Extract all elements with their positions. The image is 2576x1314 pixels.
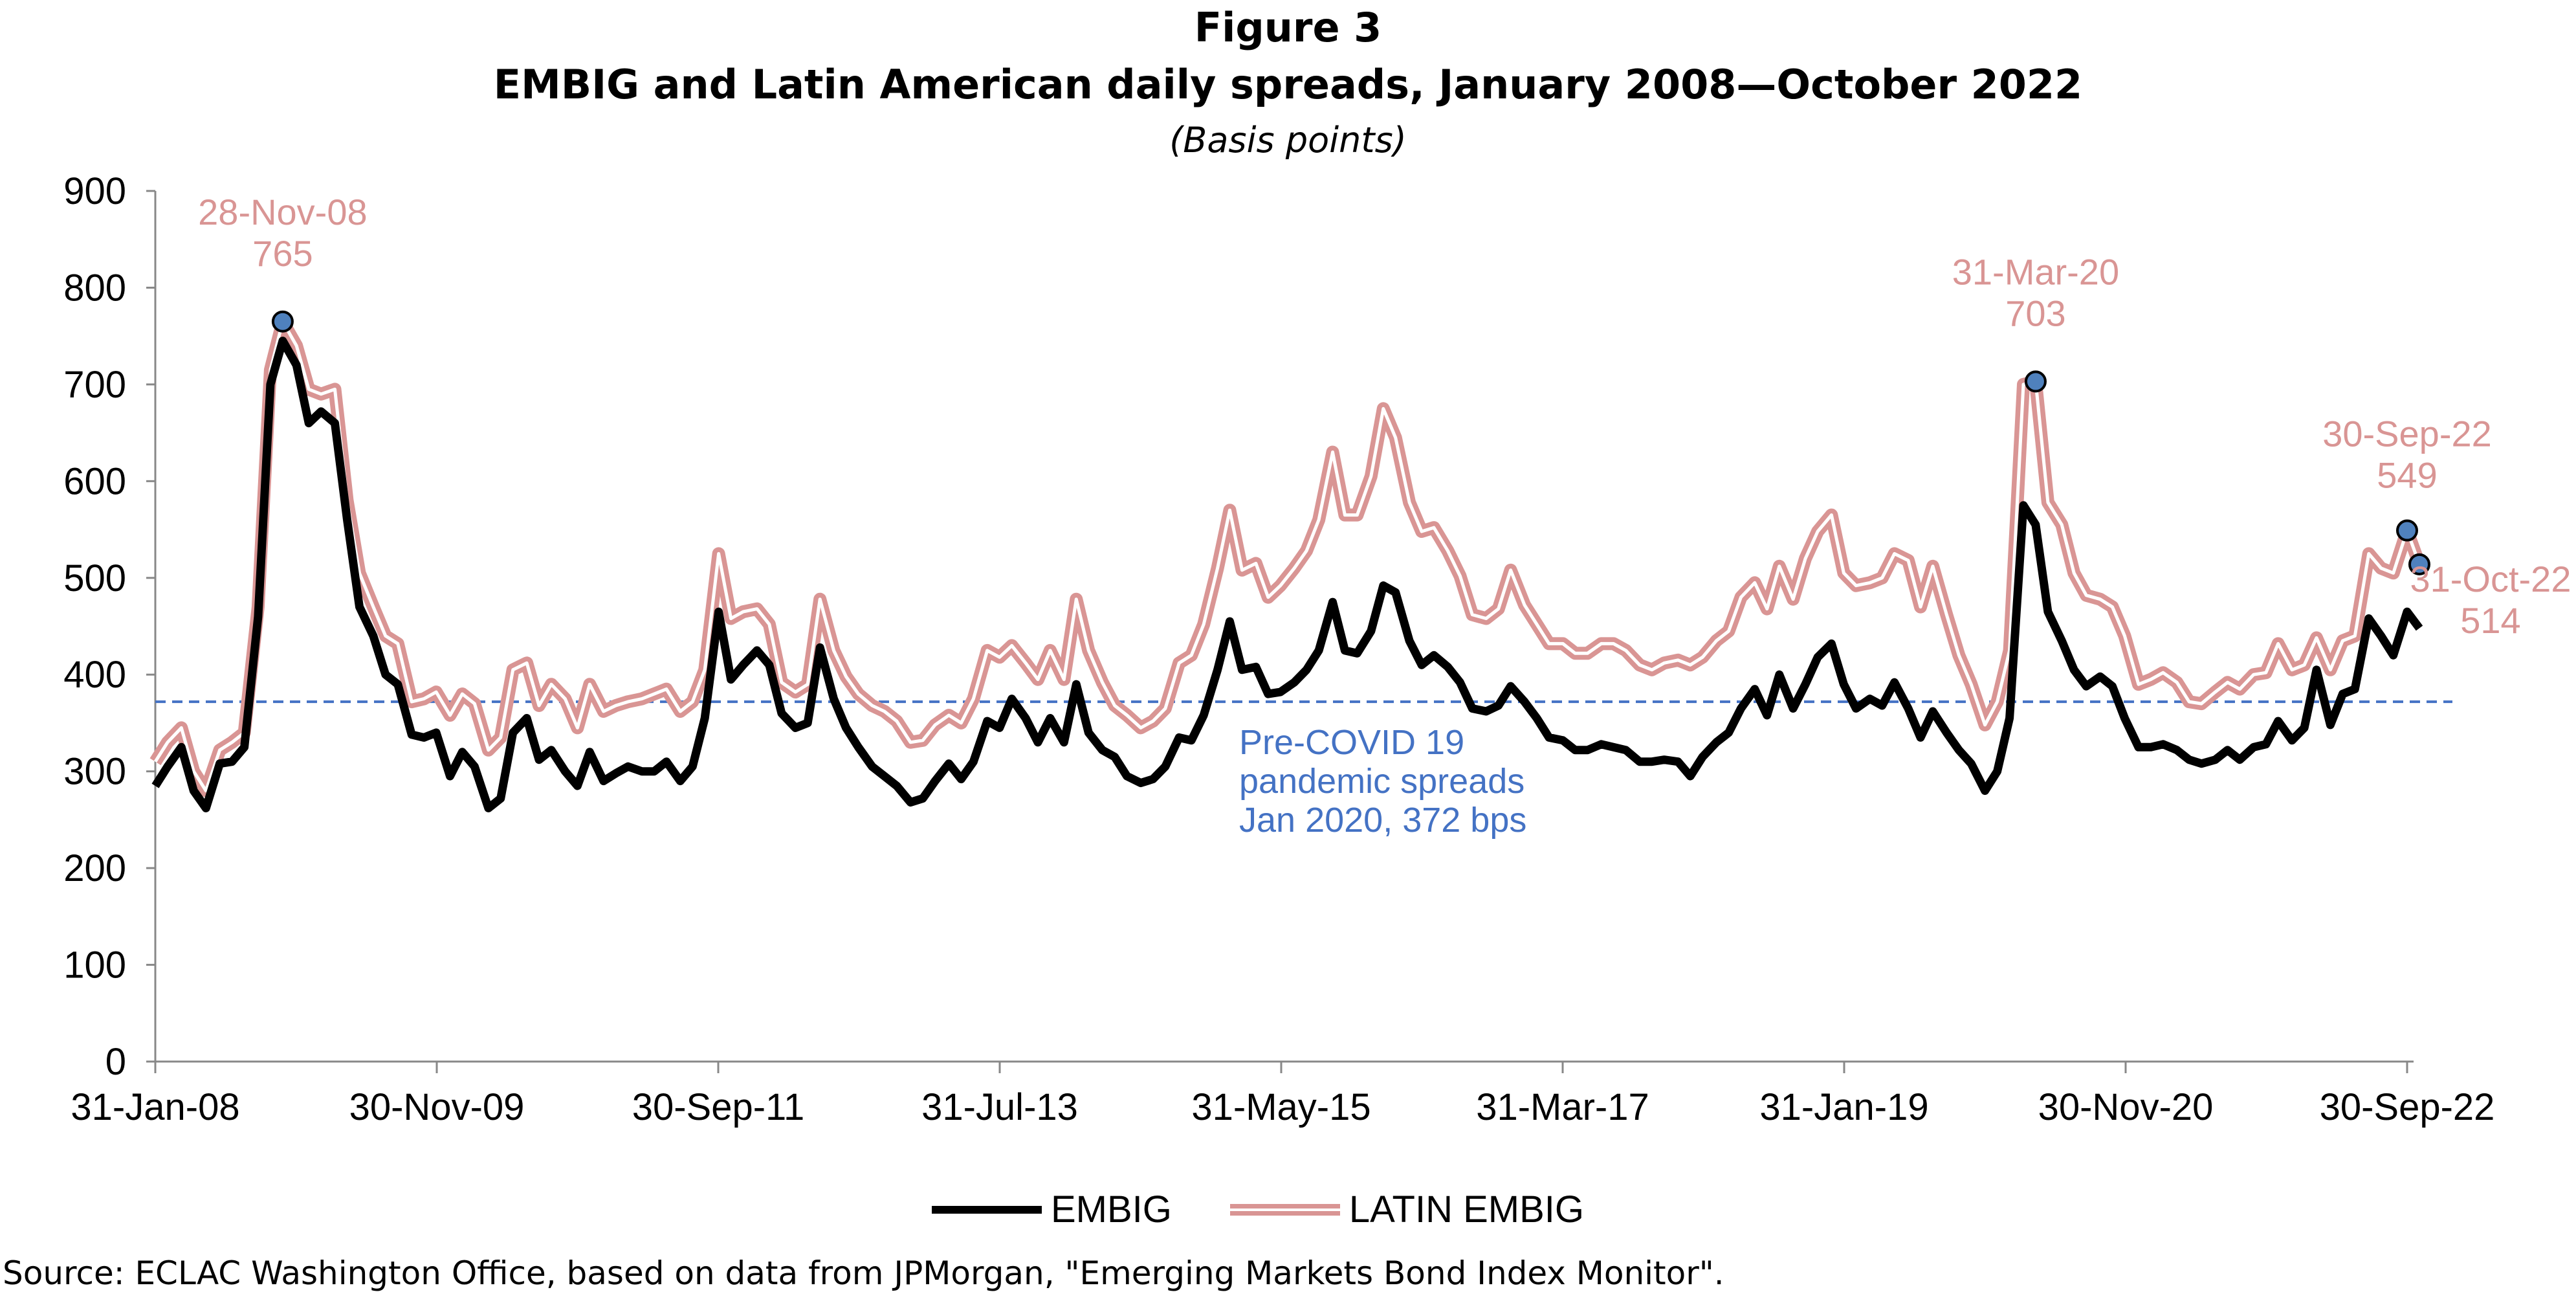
- chart-title: EMBIG and Latin American daily spreads, …: [493, 61, 2083, 108]
- legend-label-latin-embig: LATIN EMBIG: [1349, 1188, 1585, 1230]
- y-tick-label: 0: [105, 1041, 126, 1083]
- series-line-embig: [151, 337, 2423, 812]
- legend: EMBIG LATIN EMBIG: [932, 1188, 1584, 1231]
- source-note: Source: ECLAC Washington Office, based o…: [3, 1254, 1724, 1292]
- reference-line-label: Jan 2020, 372 bps: [1239, 801, 1526, 840]
- series-line-latin-embig: [149, 315, 2426, 797]
- reference-line-label: Pre-COVID 19: [1239, 723, 1464, 762]
- legend-swatch-embig: [932, 1205, 1042, 1214]
- annotation-value: 703: [2005, 293, 2065, 333]
- annotation-value: 549: [2377, 455, 2437, 496]
- annotation-value: 514: [2460, 600, 2520, 641]
- legend-label-embig: EMBIG: [1051, 1188, 1172, 1230]
- x-tick-label: 31-Jan-19: [1759, 1086, 1928, 1128]
- peak-marker: [2024, 370, 2047, 393]
- series-lines: [149, 315, 2426, 812]
- annotation-date: 31-Mar-20: [1952, 251, 2119, 292]
- y-tick-label: 200: [63, 847, 126, 889]
- y-tick-label: 800: [63, 267, 126, 309]
- x-tick-label: 30-Sep-11: [632, 1086, 805, 1128]
- figure-label: Figure 3: [1194, 4, 1382, 51]
- y-tick-label: 400: [63, 654, 126, 696]
- y-tick-label: 300: [63, 751, 126, 793]
- annotation-date: 28-Nov-08: [198, 192, 367, 232]
- x-tick-label: 31-Jul-13: [921, 1086, 1078, 1128]
- peak-marker: [2396, 519, 2418, 542]
- series-line-latin-embig-core: [153, 320, 2421, 793]
- y-tick-label: 500: [63, 557, 126, 599]
- x-tick-label: 30-Nov-20: [2038, 1086, 2214, 1128]
- x-tick-label: 31-Mar-17: [1476, 1086, 1649, 1128]
- chart-unit: (Basis points): [1169, 120, 1407, 161]
- x-tick-label: 30-Sep-22: [2320, 1086, 2495, 1128]
- axes: 0 100 200 300 400 500 600 700 800 900 31-Jan-08 30-…: [63, 170, 2494, 1128]
- reference-line-label: pandemic spreads: [1239, 762, 1525, 801]
- y-tick-label: 100: [63, 944, 126, 986]
- peak-marker: [2408, 553, 2430, 575]
- peak-marker: [271, 310, 294, 333]
- y-tick-label: 900: [63, 170, 126, 212]
- x-tick-label: 31-May-15: [1191, 1086, 1371, 1128]
- y-tick-label: 700: [63, 364, 126, 406]
- annotation-date: 30-Sep-22: [2322, 414, 2492, 454]
- x-tick-label: 31-Jan-08: [71, 1086, 239, 1128]
- y-tick-label: 600: [63, 460, 126, 502]
- annotation-date: 31-Oct-22: [2410, 559, 2571, 599]
- annotation-value: 765: [252, 233, 313, 274]
- x-tick-label: 30-Nov-09: [349, 1086, 525, 1128]
- legend-swatch-latin-embig: [1229, 1203, 1340, 1216]
